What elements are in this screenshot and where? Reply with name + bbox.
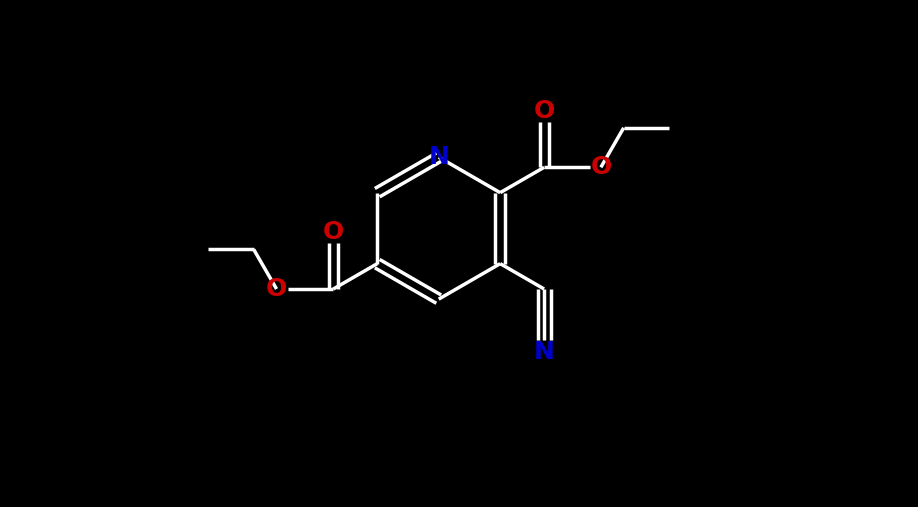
Text: O: O (323, 220, 344, 244)
Text: O: O (590, 155, 611, 179)
Text: O: O (266, 277, 287, 301)
Text: O: O (533, 98, 554, 123)
Text: N: N (533, 340, 554, 365)
Text: N: N (429, 145, 449, 169)
